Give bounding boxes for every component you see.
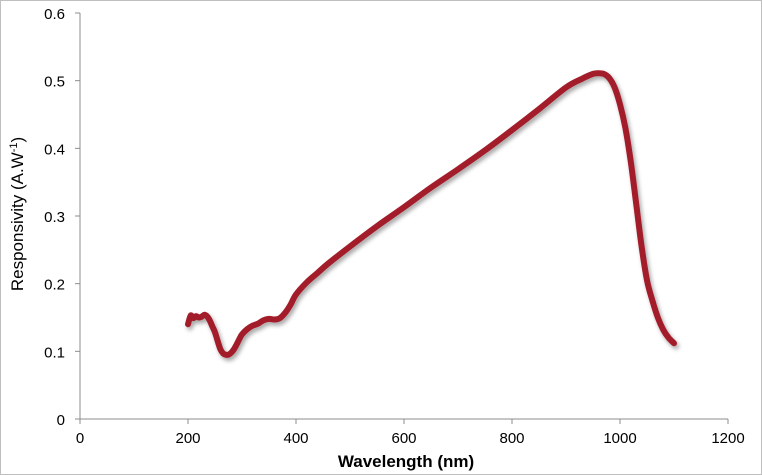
x-tick-label: 800: [499, 430, 524, 447]
y-axis-label-end: ): [8, 137, 27, 143]
x-tick-label: 1000: [603, 430, 636, 447]
y-axis-label-main: Responsivity (A.W: [8, 152, 27, 291]
y-tick-label: 0.1: [44, 344, 65, 361]
axes: [75, 12, 729, 424]
responsivity-series-line: [185, 70, 677, 358]
y-tick-label: 0: [57, 412, 65, 429]
x-tick-label: 400: [283, 430, 308, 447]
y-tick-label: 0.4: [44, 141, 65, 158]
y-tick-label: 0.2: [44, 277, 65, 294]
y-tick-label: 0.3: [44, 209, 65, 226]
x-tick-label: 1200: [711, 430, 744, 447]
tick-labels: 0 200 400 600 800 1000 1200 0 0.1 0.2 0.3 0.4 0.5 0.6: [44, 6, 745, 447]
y-tick-label: 0.5: [44, 74, 65, 91]
y-tick-label: 0.6: [44, 6, 65, 23]
x-tick-label: 200: [175, 430, 200, 447]
series-group: [185, 70, 677, 358]
y-axis-label-sup: -1: [8, 143, 20, 153]
x-tick-label: 600: [391, 430, 416, 447]
x-axis-label: Wavelength (nm): [338, 452, 474, 471]
y-axis-label: Responsivity (A.W-1): [8, 137, 27, 291]
x-tick-label: 0: [76, 430, 84, 447]
